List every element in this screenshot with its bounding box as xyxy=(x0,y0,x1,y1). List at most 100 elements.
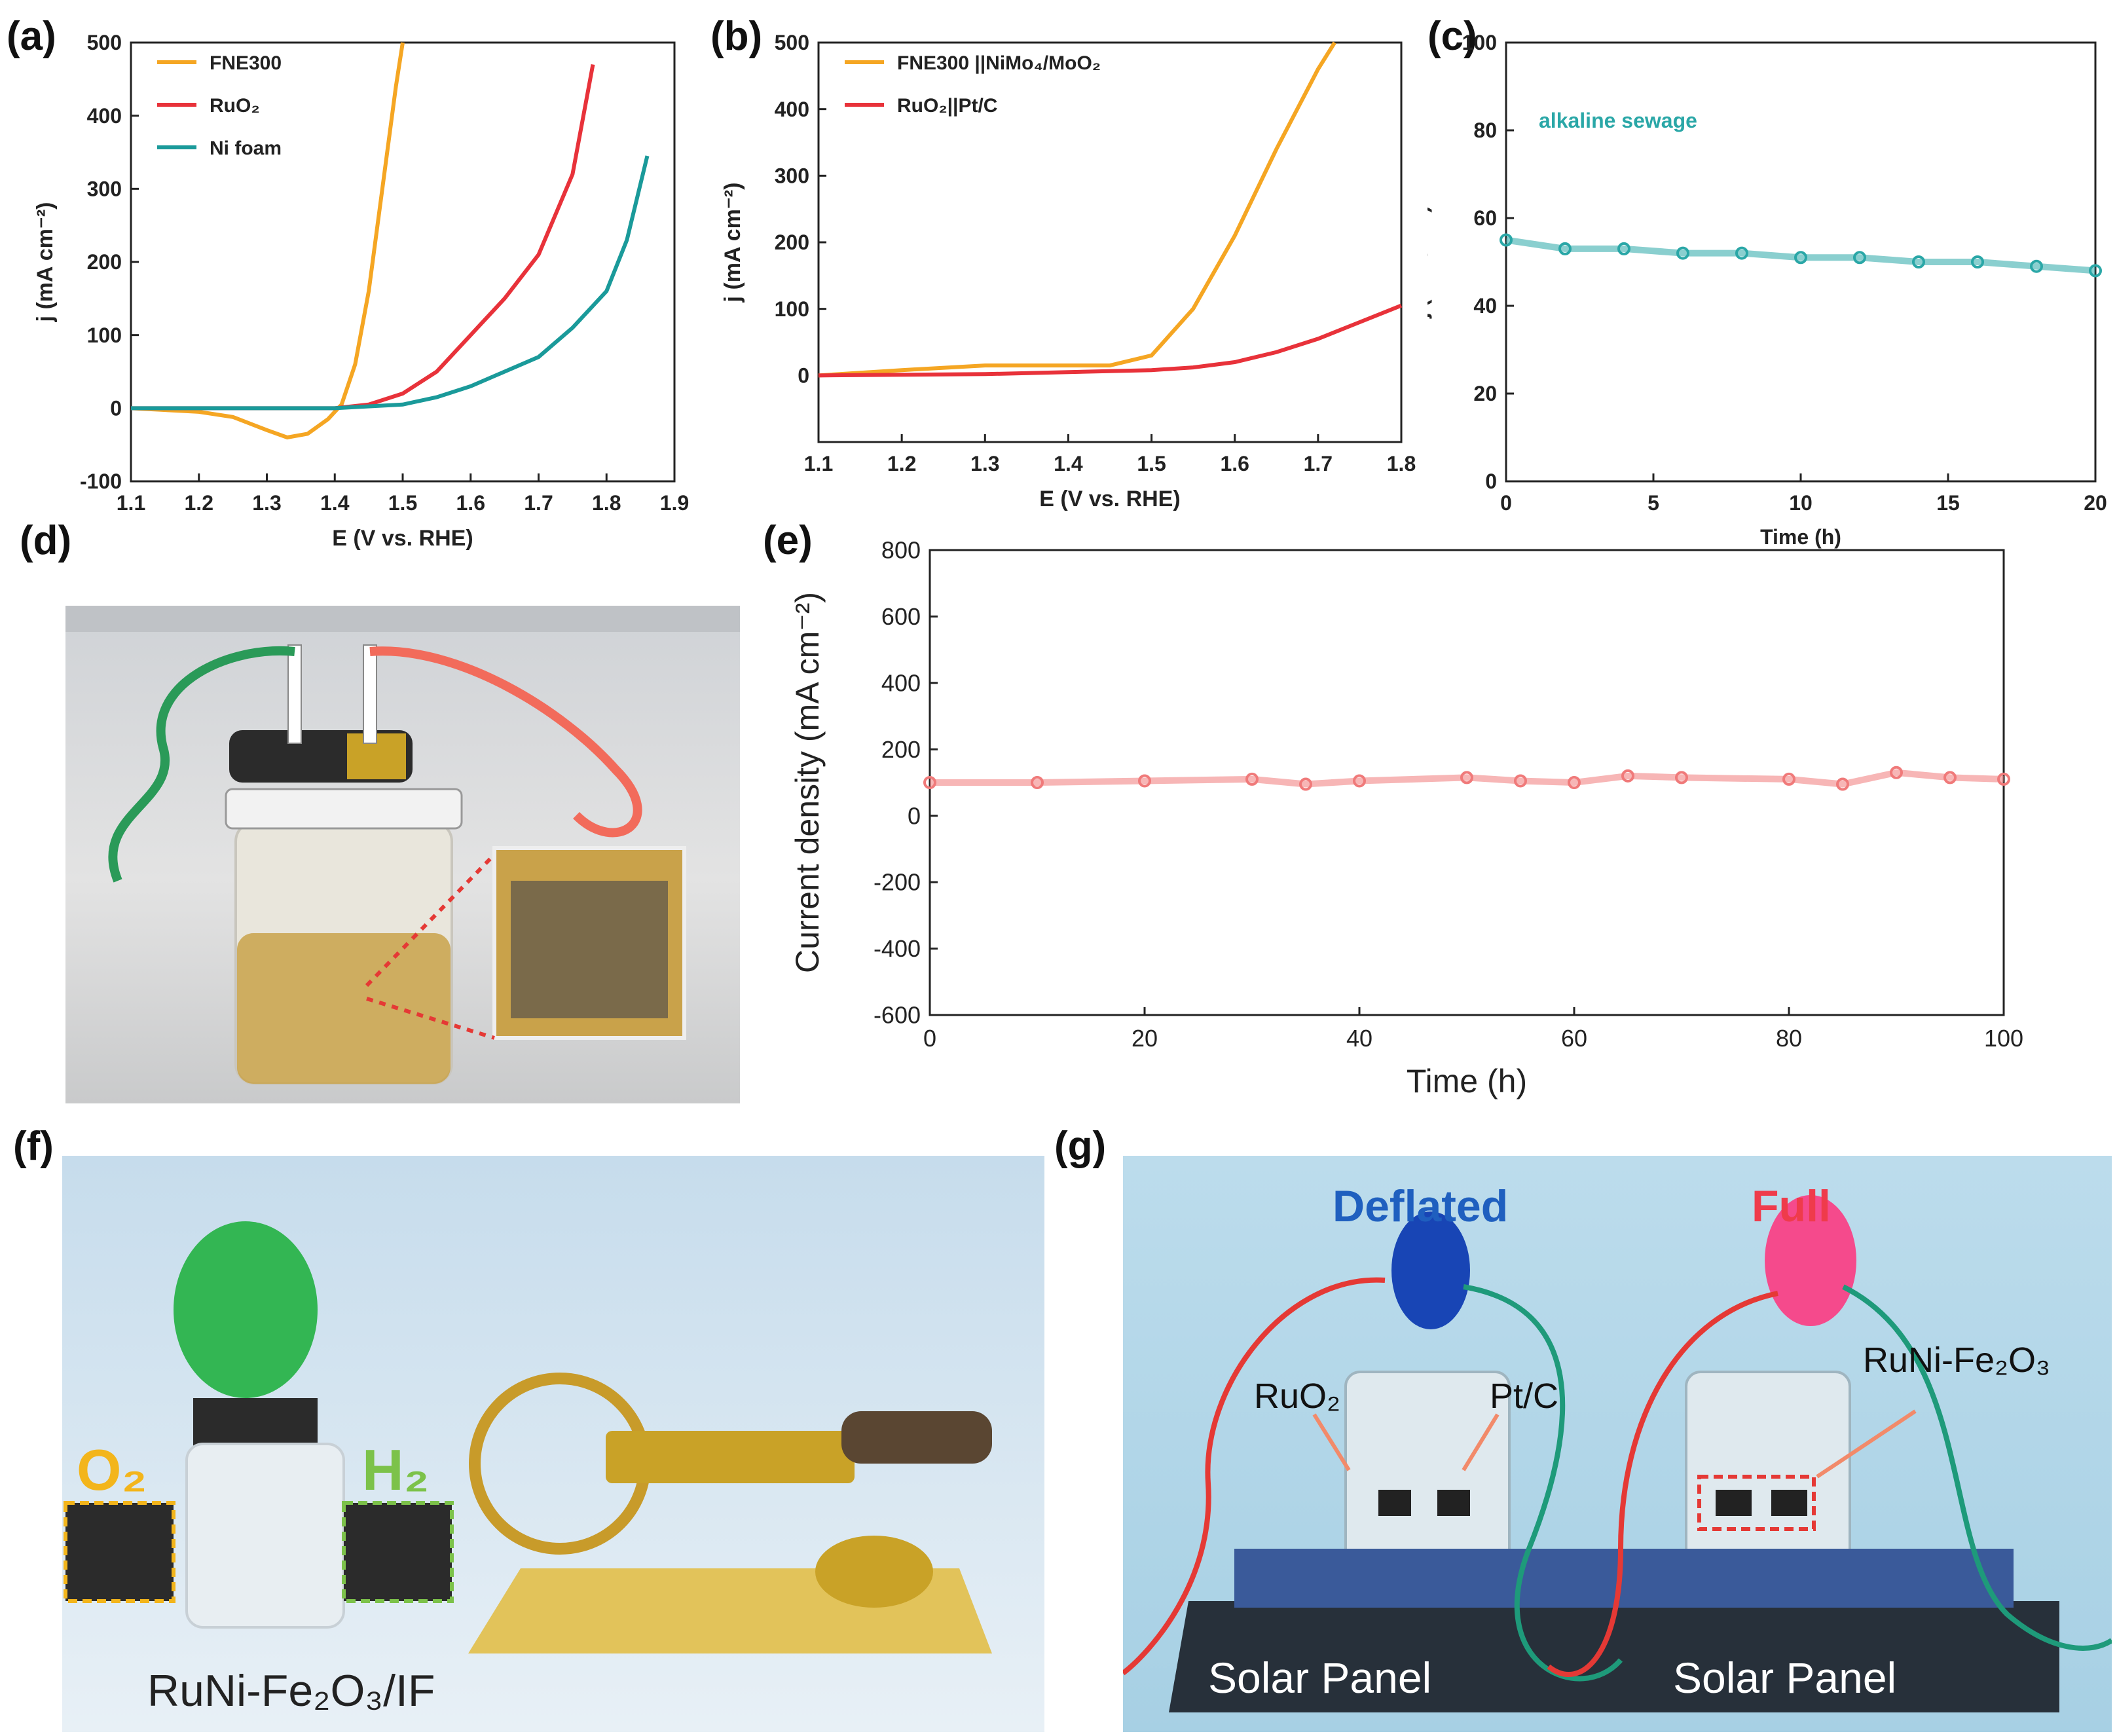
x-tick-label: 1.8 xyxy=(1387,452,1416,475)
x-tick-label: 1.5 xyxy=(1137,452,1166,475)
data-point xyxy=(1890,766,1903,779)
panel-label-b: (b) xyxy=(710,14,763,59)
y-axis-label: j (mA cm⁻²) xyxy=(1427,206,1432,319)
data-point xyxy=(1943,771,1957,785)
panel-label-c: (c) xyxy=(1427,14,1477,59)
x-tick-label: 20 xyxy=(2084,491,2107,515)
data-point xyxy=(1853,251,1866,265)
data-point xyxy=(1675,771,1688,785)
data-point xyxy=(1735,246,1748,260)
y-tick-label: -200 xyxy=(874,869,921,896)
legend-label: FNE300 xyxy=(210,52,282,74)
x-tick-label: 1.3 xyxy=(252,491,281,515)
y-tick-label: 200 xyxy=(87,250,122,274)
data-point xyxy=(1245,772,1259,786)
data-point xyxy=(1299,777,1312,791)
x-axis-label: E (V vs. RHE) xyxy=(332,526,473,551)
y-tick-label: 500 xyxy=(87,31,122,54)
y-axis-label: Current density (mA cm⁻²) xyxy=(789,592,826,973)
photo-d xyxy=(65,606,740,1103)
y-tick-label: 80 xyxy=(1473,119,1497,142)
ruo2-label: RuO₂ xyxy=(1254,1376,1340,1416)
y-tick-label: 40 xyxy=(1473,294,1497,318)
chart-b: 1.1 1.2 1.3 1.4 1.5 1.6 1.7 1.8 0 100 200 300 400 500… xyxy=(720,31,1416,511)
y-tick-label: 100 xyxy=(775,297,809,321)
chart-c: 0 5 10 15 20 0 20 40 60 80 100 Time (h) j (mA cm⁻²) a… xyxy=(1427,31,2107,549)
x-tick-label: 20 xyxy=(1132,1025,1158,1052)
y-tick-label: 400 xyxy=(87,104,122,128)
y-tick-label: 100 xyxy=(1462,31,1497,54)
x-tick-label: 1.3 xyxy=(970,452,999,475)
x-tick-label: 15 xyxy=(1936,491,1960,515)
y-tick-label: -600 xyxy=(874,1002,921,1029)
legend-label: RuO₂||Pt/C xyxy=(897,95,997,117)
data-point xyxy=(1621,769,1634,783)
x-tick-label: 10 xyxy=(1789,491,1813,515)
x-tick-label: 1.6 xyxy=(456,491,485,515)
x-tick-label: 1.2 xyxy=(185,491,213,515)
data-point xyxy=(1794,251,1807,265)
data-point xyxy=(1500,233,1513,247)
solar-panel-right: Solar Panel xyxy=(1673,1653,1896,1702)
caption-f: RuNi-Fe₂O₃/IF xyxy=(147,1666,435,1716)
x-tick-label: 5 xyxy=(1648,491,1659,515)
y-tick-label: 400 xyxy=(881,669,921,696)
panel-label-a: (a) xyxy=(7,14,56,59)
y-tick-label: 300 xyxy=(87,177,122,201)
x-tick-label: 100 xyxy=(1984,1025,2023,1052)
solar-panel-left: Solar Panel xyxy=(1208,1653,1431,1702)
series-line xyxy=(131,155,650,411)
y-tick-label: 800 xyxy=(881,537,921,564)
legend-label: RuO₂ xyxy=(210,95,260,117)
photo-g: Deflated Full RuO₂ Pt/C RuNi-Fe₂O₃ Solar… xyxy=(1123,1156,2112,1732)
x-tick-label: 1.1 xyxy=(804,452,833,475)
chart-a: 1.1 1.2 1.3 1.4 1.5 1.6 1.7 1.8 1.9 -100 0 100 200 30… xyxy=(33,31,689,551)
runi-label: RuNi-Fe₂O₃ xyxy=(1863,1340,2050,1380)
series-line xyxy=(131,64,595,411)
data-point xyxy=(2030,259,2043,273)
ptc-label: Pt/C xyxy=(1490,1376,1558,1416)
x-tick-label: 1.5 xyxy=(388,491,417,515)
y-tick-label: 200 xyxy=(881,736,921,763)
y-tick-label: 600 xyxy=(881,603,921,630)
full-label: Full xyxy=(1752,1181,1831,1231)
panel-label-d: (d) xyxy=(20,518,72,563)
y-tick-label: 100 xyxy=(87,323,122,347)
y-tick-label: 0 xyxy=(908,802,921,829)
y-tick-label: 300 xyxy=(775,164,809,188)
data-point xyxy=(1568,776,1581,789)
data-point xyxy=(1617,242,1630,255)
data-point xyxy=(1836,777,1849,791)
data-point xyxy=(1971,255,1984,268)
solar-electrolyzer-photo: Deflated Full RuO₂ Pt/C RuNi-Fe₂O₃ Solar… xyxy=(1123,1181,2112,1712)
steam-engine-photo: O₂ H₂ RuNi-Fe₂O₃/IF xyxy=(64,1221,992,1716)
panel-label-e: (e) xyxy=(763,518,813,563)
x-axis-label: Time (h) xyxy=(1407,1063,1527,1099)
data-point xyxy=(1558,242,1572,255)
x-tick-label: 1.1 xyxy=(117,491,145,515)
annotation: alkaline sewage xyxy=(1539,109,1697,132)
data-point xyxy=(1031,776,1044,789)
legend-label: FNE300 ||NiMo₄/MoO₂ xyxy=(897,52,1101,74)
x-tick-label: 1.9 xyxy=(660,491,689,515)
y-tick-label: 0 xyxy=(798,364,809,388)
x-axis-label: Time (h) xyxy=(1760,525,1841,549)
data-point xyxy=(1460,771,1473,785)
x-tick-label: 1.6 xyxy=(1220,452,1249,475)
x-tick-label: 0 xyxy=(1500,491,1512,515)
data-point xyxy=(1353,774,1366,788)
y-tick-label: 400 xyxy=(775,98,809,121)
x-tick-label: 1.7 xyxy=(1304,452,1333,475)
series-line xyxy=(818,41,1336,378)
y-tick-label: 500 xyxy=(775,31,809,54)
photo-f: O₂ H₂ RuNi-Fe₂O₃/IF xyxy=(62,1156,1044,1732)
x-tick-label: 1.7 xyxy=(524,491,553,515)
deflated-label: Deflated xyxy=(1333,1181,1508,1231)
x-tick-label: 1.4 xyxy=(320,491,350,515)
data-point xyxy=(923,776,936,789)
y-axis-label: j (mA cm⁻²) xyxy=(33,202,58,323)
y-tick-label: -400 xyxy=(874,935,921,962)
data-point xyxy=(1997,772,2010,786)
series-line xyxy=(130,42,405,440)
electrolyzer-photo xyxy=(65,606,740,1085)
